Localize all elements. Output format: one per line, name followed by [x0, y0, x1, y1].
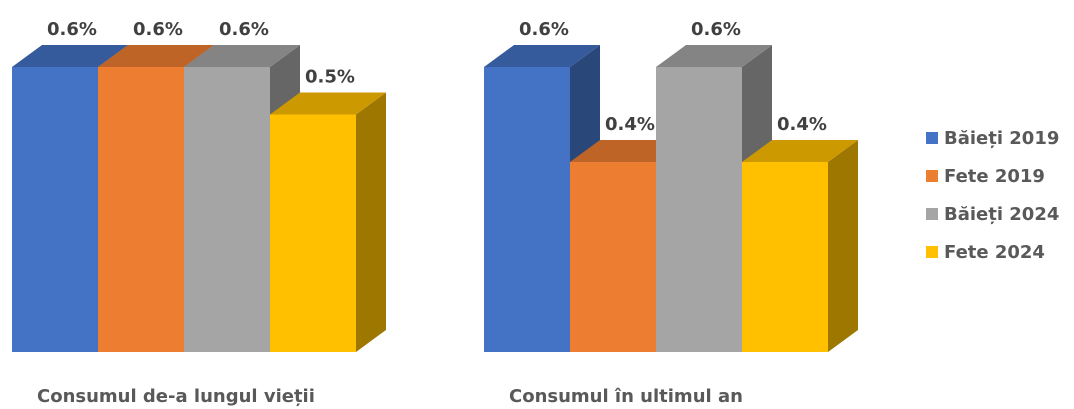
data-label: 0.6%: [47, 19, 97, 40]
legend-label: Fete 2019: [944, 165, 1045, 187]
category-label: Consumul de-a lungul vieții: [37, 386, 315, 407]
legend-label: Băieți 2024: [944, 203, 1060, 225]
legend-item-baieti-2024: Băieți 2024: [926, 202, 1059, 226]
data-label: 0.5%: [305, 67, 355, 88]
bar-side: [828, 140, 858, 352]
bar-top: [742, 140, 858, 162]
bar-top: [484, 45, 600, 67]
bar: [270, 114, 356, 352]
legend-item-fete-2024: Fete 2024: [926, 240, 1059, 264]
bar: [656, 67, 742, 352]
legend-item-baieti-2019: Băieți 2019: [926, 126, 1059, 150]
legend: Băieți 2019 Fete 2019 Băieți 2024 Fete 2…: [926, 126, 1059, 278]
bar: [12, 67, 98, 352]
legend-swatch: [926, 170, 938, 182]
bar-top: [656, 45, 772, 67]
bar: [742, 162, 828, 352]
legend-swatch: [926, 246, 938, 258]
legend-label: Fete 2024: [944, 241, 1045, 263]
bar: [484, 67, 570, 352]
legend-label: Băieți 2019: [944, 127, 1060, 149]
data-label: 0.4%: [777, 114, 827, 135]
legend-swatch: [926, 208, 938, 220]
data-label: 0.4%: [605, 114, 655, 135]
bar: [98, 67, 184, 352]
bar-side: [356, 92, 386, 352]
bar: [570, 162, 656, 352]
data-label: 0.6%: [691, 19, 741, 40]
legend-swatch: [926, 132, 938, 144]
data-label: 0.6%: [219, 19, 269, 40]
legend-item-fete-2019: Fete 2019: [926, 164, 1059, 188]
bar: [184, 67, 270, 352]
bar-top: [270, 92, 386, 115]
bar-top: [12, 45, 128, 67]
bar-top: [98, 45, 214, 67]
bar-top: [184, 45, 300, 67]
category-label: Consumul în ultimul an: [509, 386, 743, 407]
data-label: 0.6%: [133, 19, 183, 40]
data-label: 0.6%: [519, 19, 569, 40]
